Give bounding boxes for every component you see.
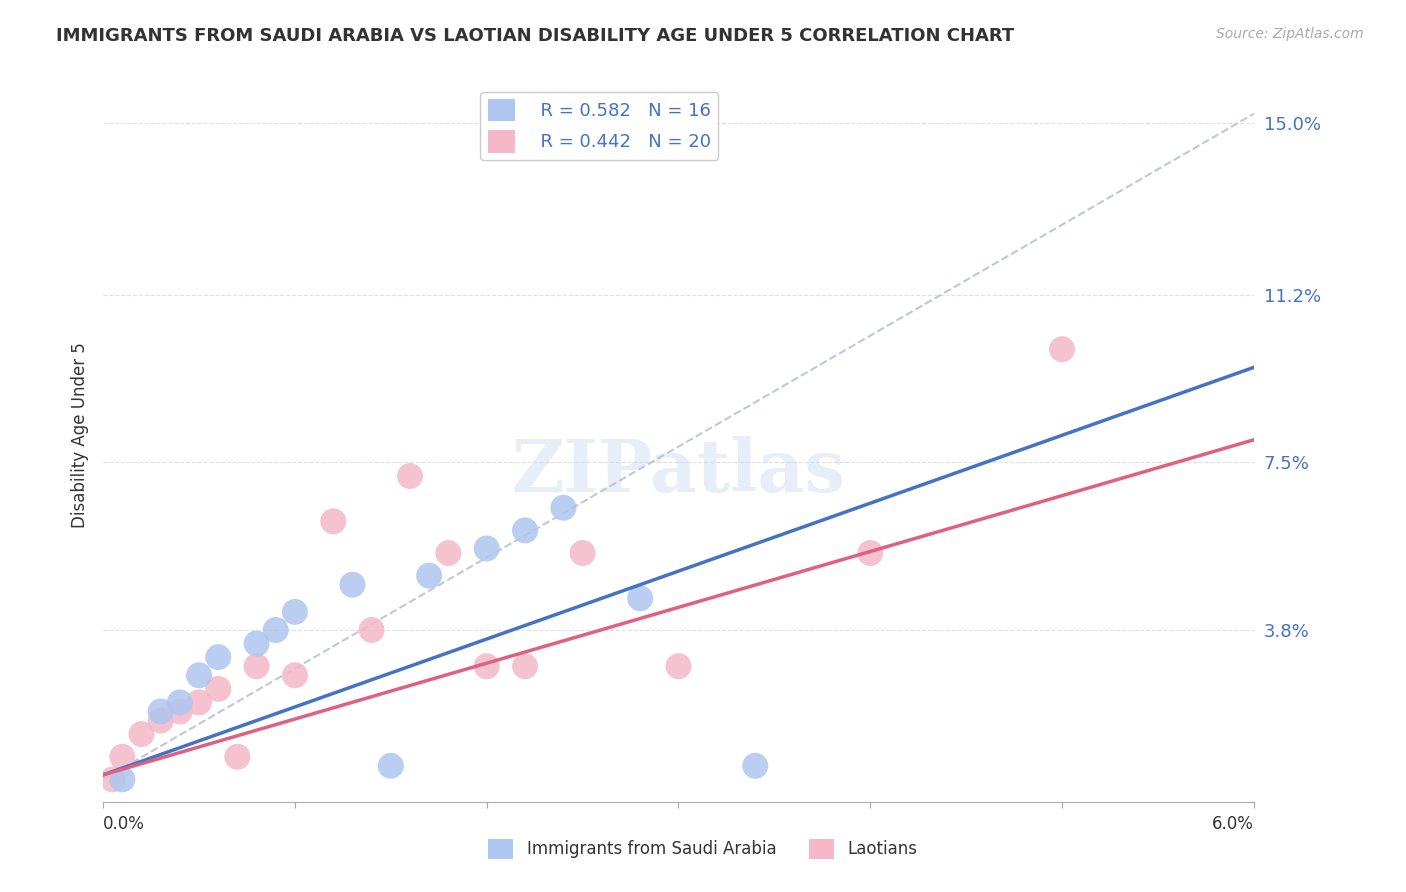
Point [188, 695, 211, 709]
Point [360, 623, 382, 637]
Point [437, 546, 460, 560]
Legend:   R = 0.582   N = 16,   R = 0.442   N = 20: R = 0.582 N = 16, R = 0.442 N = 20 [481, 92, 718, 160]
Point [111, 749, 134, 764]
Point [149, 714, 172, 728]
Point [513, 524, 536, 538]
Point [101, 772, 124, 787]
Point [380, 759, 402, 773]
Point [399, 469, 422, 483]
Point [553, 500, 575, 515]
Point [418, 568, 440, 582]
Point [169, 705, 191, 719]
Point [149, 705, 172, 719]
Text: IMMIGRANTS FROM SAUDI ARABIA VS LAOTIAN DISABILITY AGE UNDER 5 CORRELATION CHART: IMMIGRANTS FROM SAUDI ARABIA VS LAOTIAN … [56, 27, 1015, 45]
Point [245, 659, 267, 673]
Point [264, 623, 287, 637]
Point [207, 650, 229, 665]
Text: 0.0%: 0.0% [103, 815, 145, 833]
Text: Source: ZipAtlas.com: Source: ZipAtlas.com [1216, 27, 1364, 41]
Point [207, 681, 229, 696]
Point [169, 695, 191, 709]
Text: 6.0%: 6.0% [1212, 815, 1254, 833]
Point [342, 577, 364, 591]
Point [284, 668, 307, 682]
Point [513, 659, 536, 673]
Point [859, 546, 882, 560]
Point [628, 591, 651, 606]
Point [744, 759, 766, 773]
Text: ZIPatlas: ZIPatlas [512, 436, 845, 508]
Point [1050, 343, 1073, 357]
Point [245, 636, 267, 650]
Y-axis label: Disability Age Under 5: Disability Age Under 5 [72, 343, 89, 528]
Point [284, 605, 307, 619]
Legend: Immigrants from Saudi Arabia, Laotians: Immigrants from Saudi Arabia, Laotians [481, 832, 925, 866]
Point [668, 659, 690, 673]
Point [571, 546, 593, 560]
Point [188, 668, 211, 682]
Point [111, 772, 134, 787]
Point [475, 659, 498, 673]
Point [475, 541, 498, 556]
Point [131, 727, 153, 741]
Point [322, 514, 344, 528]
Point [226, 749, 249, 764]
